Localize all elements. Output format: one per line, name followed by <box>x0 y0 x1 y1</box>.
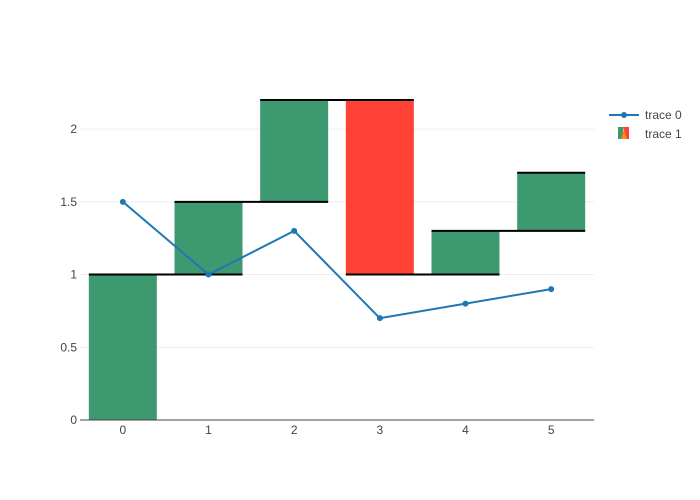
legend-label-trace-0: trace 0 <box>645 108 682 122</box>
trace-0-point <box>205 271 212 278</box>
trace-0-point <box>548 286 555 293</box>
y-tick-label: 1.5 <box>60 195 77 209</box>
axes: 0 0.5 1 1.5 2 0 1 2 3 4 5 <box>60 122 594 437</box>
y-tick-label: 0 <box>70 413 77 427</box>
waterfall-bar <box>174 201 243 275</box>
x-tick-label: 1 <box>205 423 212 437</box>
x-tick-label: 2 <box>291 423 298 437</box>
trace-0-point <box>376 315 383 322</box>
x-tick-label: 5 <box>548 423 555 437</box>
legend-item-trace-0[interactable]: trace 0 <box>609 108 682 122</box>
legend-item-trace-1[interactable]: trace 1 <box>618 127 682 141</box>
waterfall-bar <box>345 100 414 275</box>
trace-0-line-series <box>119 198 555 322</box>
waterfall-bar <box>517 172 586 231</box>
waterfall-bars <box>88 100 586 420</box>
legend-marker-swatch <box>621 112 627 118</box>
x-tick-label: 3 <box>376 423 383 437</box>
legend[interactable]: trace 0 trace 1 <box>609 108 682 141</box>
y-gridlines <box>80 128 594 348</box>
x-tick-label: 0 <box>119 423 126 437</box>
y-tick-label: 1 <box>70 268 77 282</box>
y-tick-label: 2 <box>70 122 77 136</box>
trace-0-line <box>122 201 552 320</box>
waterfall-bar <box>260 100 329 202</box>
y-tick-label: 0.5 <box>60 340 77 354</box>
trace-0-point <box>462 300 469 307</box>
waterfall-bar <box>431 230 500 275</box>
trace-0-point <box>119 198 126 205</box>
trace-0-point <box>291 227 298 234</box>
legend-waterfall-swatch-icon <box>618 127 629 139</box>
x-tick-label: 4 <box>462 423 469 437</box>
legend-label-trace-1: trace 1 <box>645 127 682 141</box>
waterfall-bar <box>88 274 157 420</box>
waterfall-connectors <box>88 99 586 276</box>
